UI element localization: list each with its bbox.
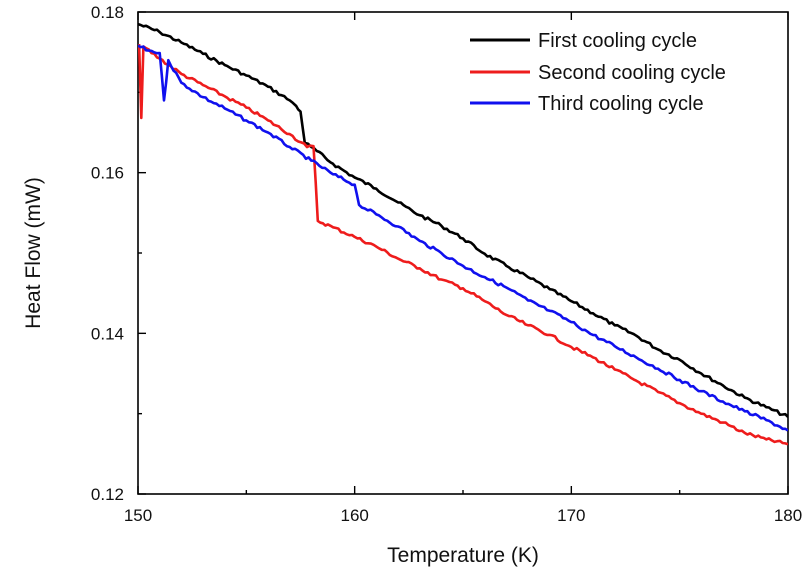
legend: First cooling cycle Second cooling cycle…: [470, 30, 726, 115]
legend-label-third: Third cooling cycle: [538, 93, 704, 115]
series-line-1: [138, 22, 788, 418]
y-tick-label: 0.18: [91, 3, 124, 22]
x-tick-label: 180: [774, 506, 802, 525]
y-axis-title: Heat Flow (mW): [22, 177, 45, 329]
x-axis-title: Temperature (K): [387, 544, 539, 567]
series-line-3: [138, 44, 788, 432]
x-tick-labels: 150 160 170 180: [124, 506, 802, 525]
x-tick-label: 150: [124, 506, 152, 525]
x-tick-label: 160: [341, 506, 369, 525]
legend-label-second: Second cooling cycle: [538, 62, 726, 84]
y-tick-label: 0.12: [91, 485, 124, 504]
x-tick-label: 170: [557, 506, 585, 525]
axis-ticks: [137, 11, 789, 495]
legend-label-first: First cooling cycle: [538, 30, 697, 52]
y-tick-labels: 0.12 0.14 0.16 0.18: [91, 3, 124, 504]
series-line-2: [138, 44, 788, 446]
y-tick-label: 0.16: [91, 164, 124, 183]
y-tick-label: 0.14: [91, 324, 124, 343]
plot-frame: [137, 11, 789, 495]
series-lines: [138, 22, 788, 446]
